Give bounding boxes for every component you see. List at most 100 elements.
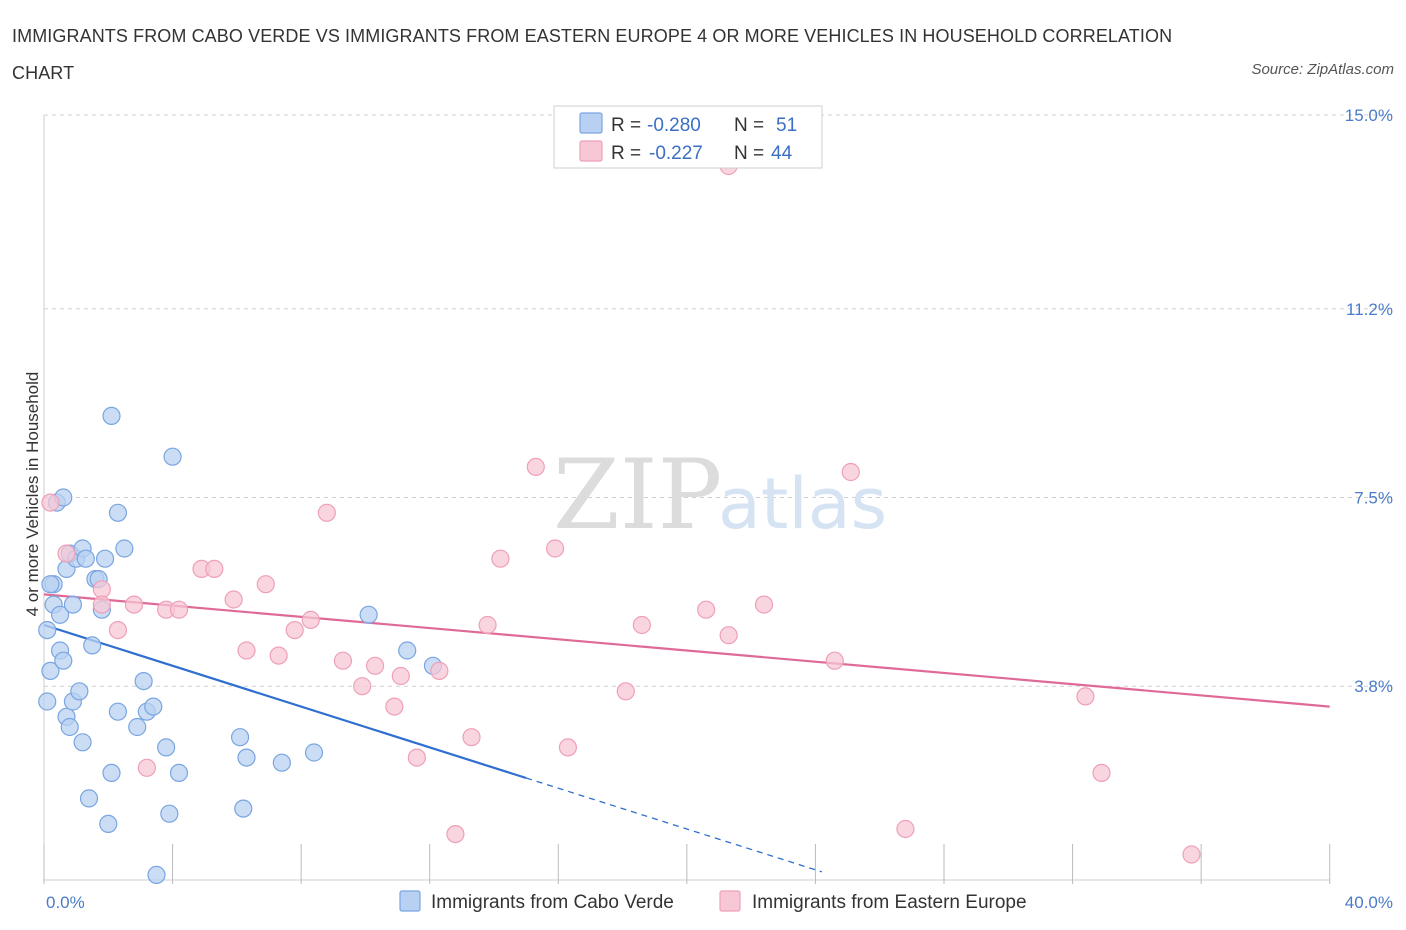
eastern-europe-point-28 bbox=[491, 549, 510, 568]
legend-swatch-blue bbox=[579, 112, 603, 134]
cabo-verde-point-47 bbox=[359, 605, 378, 624]
cabo-verde-point-38 bbox=[157, 738, 176, 757]
eastern-europe-point-43 bbox=[1182, 845, 1201, 864]
cabo-verde-point-40 bbox=[163, 447, 182, 466]
eastern-europe-point-29 bbox=[526, 457, 545, 476]
eastern-europe-point-8 bbox=[169, 600, 189, 619]
series-legend: Immigrants from Cabo Verde Immigrants fr… bbox=[399, 890, 1027, 913]
correlation-legend: R = -0.280 N = 51 R = -0.227 N = 44 bbox=[553, 105, 823, 169]
trendline-eastern-europe bbox=[43, 593, 1330, 708]
eastern-europe-point-0 bbox=[41, 493, 60, 512]
cabo-verde-point-19 bbox=[73, 733, 92, 752]
eastern-europe-point-42 bbox=[1092, 763, 1111, 783]
eastern-europe-point-12 bbox=[237, 641, 256, 660]
legend-n-label-pink: N = bbox=[734, 143, 764, 164]
eastern-europe-point-26 bbox=[462, 728, 481, 747]
cabo-verde-point-2 bbox=[41, 661, 60, 681]
series-eastern-europe bbox=[41, 156, 1201, 864]
cabo-verde-point-50 bbox=[41, 575, 60, 594]
eastern-europe-point-15 bbox=[285, 620, 304, 640]
cabo-verde-point-34 bbox=[134, 671, 153, 691]
legend-n-value-pink: 44 bbox=[771, 143, 793, 164]
legend-n-value-blue: 51 bbox=[776, 115, 797, 136]
eastern-europe-point-30 bbox=[545, 539, 565, 558]
chart-source: Source: ZipAtlas.com bbox=[1251, 61, 1394, 78]
eastern-europe-point-38 bbox=[825, 651, 844, 670]
eastern-europe-point-24 bbox=[430, 661, 449, 681]
y-tick-label-3: 15.0% bbox=[1345, 106, 1393, 125]
watermark: ZIP atlas bbox=[553, 439, 887, 551]
eastern-europe-point-13 bbox=[256, 575, 275, 594]
eastern-europe-point-35 bbox=[719, 626, 738, 645]
axis-layer bbox=[43, 115, 1331, 884]
trendline-cabo-verde-extension bbox=[525, 777, 823, 873]
cabo-verde-point-14 bbox=[63, 595, 83, 614]
eastern-europe-point-4 bbox=[108, 620, 128, 640]
cabo-verde-point-20 bbox=[76, 549, 95, 568]
x-tick-label-min: 0.0% bbox=[46, 893, 85, 912]
bottom-legend-label-blue: Immigrants from Cabo Verde bbox=[431, 892, 674, 913]
cabo-verde-point-46 bbox=[304, 743, 324, 762]
trend-layer bbox=[43, 593, 1330, 873]
cabo-verde-point-0 bbox=[38, 620, 57, 640]
cabo-verde-point-45 bbox=[272, 753, 291, 772]
cabo-verde-point-48 bbox=[398, 641, 417, 660]
cabo-verde-point-26 bbox=[95, 549, 115, 568]
cabo-verde-point-29 bbox=[102, 406, 121, 425]
eastern-europe-point-2 bbox=[92, 580, 111, 599]
y-tick-label-1: 7.5% bbox=[1354, 489, 1393, 508]
eastern-europe-point-32 bbox=[616, 682, 635, 701]
cabo-verde-point-28 bbox=[102, 763, 121, 783]
eastern-europe-point-1 bbox=[57, 544, 76, 563]
cabo-verde-point-13 bbox=[60, 717, 79, 737]
cabo-verde-point-44 bbox=[237, 748, 256, 767]
cabo-verde-point-31 bbox=[108, 702, 128, 721]
y-tick-labels: 3.8% 7.5% 11.2% 15.0% bbox=[1345, 106, 1393, 696]
eastern-europe-point-23 bbox=[407, 748, 426, 767]
cabo-verde-point-41 bbox=[169, 763, 189, 783]
cabo-verde-point-43 bbox=[234, 799, 253, 818]
eastern-europe-point-10 bbox=[205, 559, 224, 579]
eastern-europe-point-22 bbox=[391, 666, 410, 686]
eastern-europe-point-14 bbox=[269, 646, 288, 665]
cabo-verde-point-17 bbox=[70, 682, 89, 701]
bottom-legend-swatch-blue bbox=[399, 890, 421, 912]
eastern-europe-point-16 bbox=[301, 610, 320, 630]
legend-r-value-pink: -0.227 bbox=[649, 143, 703, 164]
bottom-legend-label-pink: Immigrants from Eastern Europe bbox=[752, 892, 1027, 913]
eastern-europe-point-40 bbox=[896, 819, 915, 839]
eastern-europe-point-33 bbox=[632, 615, 651, 635]
y-tick-label-0: 3.8% bbox=[1354, 677, 1393, 696]
eastern-europe-point-39 bbox=[841, 462, 860, 482]
cabo-verde-point-36 bbox=[144, 697, 163, 716]
eastern-europe-point-5 bbox=[124, 595, 144, 614]
cabo-verde-point-42 bbox=[230, 728, 250, 747]
legend-r-value-blue: -0.280 bbox=[647, 115, 701, 136]
watermark-atlas: atlas bbox=[718, 463, 887, 545]
eastern-europe-point-27 bbox=[478, 615, 497, 635]
cabo-verde-point-21 bbox=[79, 789, 99, 808]
eastern-europe-point-3 bbox=[92, 595, 111, 614]
legend-r-label-pink: R = bbox=[611, 143, 641, 164]
y-axis-title: 4 or more Vehicles in Household bbox=[23, 372, 42, 617]
cabo-verde-point-33 bbox=[128, 717, 147, 737]
grid-layer bbox=[44, 114, 1394, 687]
cabo-verde-point-1 bbox=[38, 692, 57, 711]
watermark-zip: ZIP bbox=[553, 439, 722, 551]
cabo-verde-point-39 bbox=[160, 804, 179, 823]
y-tick-label-2: 11.2% bbox=[1346, 300, 1393, 319]
eastern-europe-point-18 bbox=[333, 651, 353, 670]
eastern-europe-point-21 bbox=[385, 697, 404, 716]
legend-n-label-blue: N = bbox=[734, 115, 764, 136]
eastern-europe-point-37 bbox=[754, 595, 774, 614]
trendline-cabo-verde bbox=[43, 623, 527, 780]
eastern-europe-point-17 bbox=[317, 503, 336, 522]
cabo-verde-point-30 bbox=[108, 503, 128, 522]
cabo-verde-point-27 bbox=[99, 814, 118, 834]
chart-title: IMMIGRANTS FROM CABO VERDE VS IMMIGRANTS… bbox=[12, 26, 1173, 83]
bottom-legend-swatch-pink bbox=[719, 890, 741, 912]
legend-swatch-pink bbox=[579, 140, 603, 162]
eastern-europe-point-41 bbox=[1076, 687, 1095, 706]
cabo-verde-point-8 bbox=[54, 651, 73, 670]
